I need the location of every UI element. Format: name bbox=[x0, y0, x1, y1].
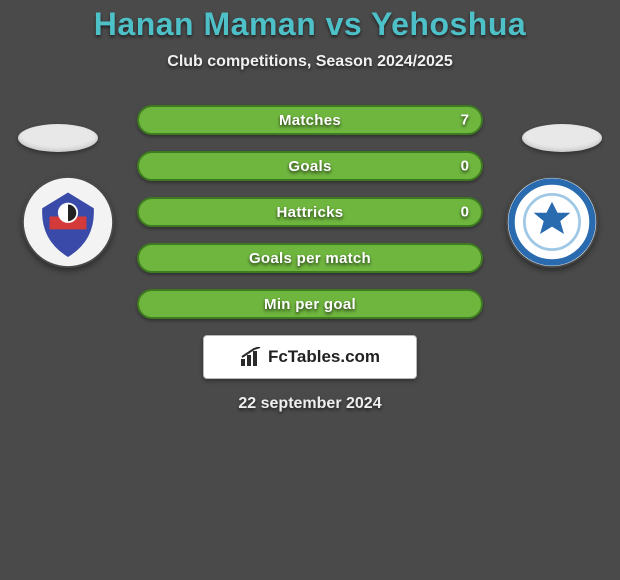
comparison-widget: Hanan Maman vs Yehoshua Club competition… bbox=[0, 0, 620, 413]
stat-value-right: 0 bbox=[461, 158, 469, 175]
stat-label: Min per goal bbox=[264, 296, 356, 313]
club-badge-left bbox=[22, 176, 114, 268]
stat-value-right: 0 bbox=[461, 204, 469, 221]
stat-bar-goals: Goals 0 bbox=[137, 151, 483, 181]
stat-bar-matches: Matches 7 bbox=[137, 105, 483, 135]
stat-value-right: 7 bbox=[461, 112, 469, 129]
stat-bar-hattricks: Hattricks 0 bbox=[137, 197, 483, 227]
player-avatar-placeholder-right bbox=[522, 124, 602, 152]
page-title: Hanan Maman vs Yehoshua bbox=[0, 6, 620, 43]
stat-bars: Matches 7 Goals 0 Hattricks 0 Goals per … bbox=[137, 105, 483, 319]
stat-label: Goals bbox=[288, 158, 331, 175]
stat-label: Hattricks bbox=[277, 204, 344, 221]
fctables-link[interactable]: FcTables.com bbox=[203, 335, 417, 379]
player-avatar-placeholder-left bbox=[18, 124, 98, 152]
chart-icon bbox=[240, 347, 262, 367]
date-label: 22 september 2024 bbox=[0, 395, 620, 413]
subtitle: Club competitions, Season 2024/2025 bbox=[0, 53, 620, 71]
club-badge-right bbox=[506, 176, 598, 268]
stat-bar-goals-per-match: Goals per match bbox=[137, 243, 483, 273]
stat-bar-min-per-goal: Min per goal bbox=[137, 289, 483, 319]
stat-label: Goals per match bbox=[249, 250, 371, 267]
logo-text: FcTables.com bbox=[268, 347, 380, 367]
stat-label: Matches bbox=[279, 112, 341, 129]
